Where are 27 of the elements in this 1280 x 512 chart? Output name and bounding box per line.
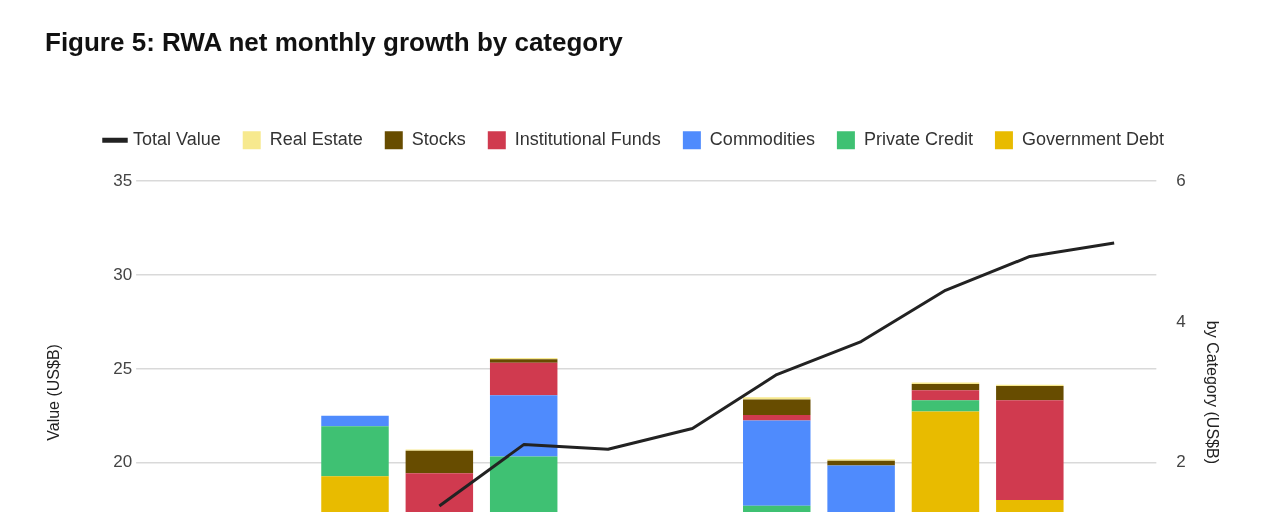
legend-label: Real Estate [269,129,363,150]
bar [911,400,980,412]
y-tick-label: 25 [113,358,133,378]
y2-tick-label: 2 [1176,452,1186,472]
legend-label: Stocks [411,129,466,150]
bar [911,390,980,401]
chart-title: Figure 5: RWA net monthly growth by category [45,26,624,57]
legend-label: Commodities [709,129,815,150]
bar [743,414,811,421]
legend-label: Total Value [133,129,221,150]
legend-label: Institutional Funds [514,129,661,150]
y-tick-label: 20 [113,452,133,472]
y2-tick-label: 6 [1176,170,1186,190]
bar [827,460,895,466]
bar [743,399,811,415]
y-tick-label: 30 [113,264,133,284]
y2-axis-title: by Category (US$B) [1203,320,1221,464]
bar [489,362,558,396]
y-tick-label: 35 [113,170,133,190]
bar [321,415,389,427]
legend-label: Private Credit [863,129,973,150]
bar [743,397,811,400]
bar [911,383,980,391]
y-axis-title: Value (US$B) [45,344,63,441]
y2-tick-label: 4 [1176,311,1186,331]
bar [996,386,1064,401]
legend-label: Government Debt [1021,129,1165,150]
